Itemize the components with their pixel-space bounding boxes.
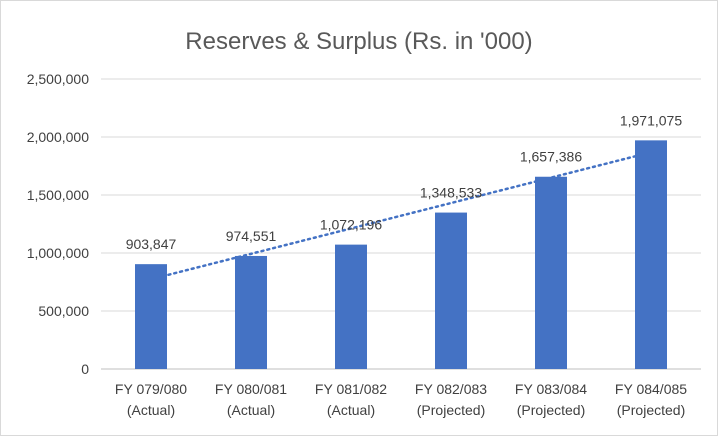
x-axis-ticks: FY 079/080 (Actual) FY 080/081 (Actual) FY 0… <box>115 381 687 418</box>
gridlines <box>101 78 701 370</box>
data-label: 974,551 <box>226 228 277 244</box>
x-tick-sublabel: (Projected) <box>617 402 685 418</box>
x-tick-sublabel: (Projected) <box>517 402 585 418</box>
y-tick-label: 1,000,000 <box>27 245 89 261</box>
data-label: 1,657,386 <box>520 149 582 165</box>
bar <box>635 140 667 369</box>
x-tick-label: FY 080/081 <box>215 381 287 397</box>
bar <box>135 264 167 369</box>
chart-title: Reserves & Surplus (Rs. in '000) <box>185 28 532 55</box>
x-tick-sublabel: (Actual) <box>327 402 375 418</box>
data-labels: 903,847 974,551 1,072,196 1,348,533 1,657,38… <box>126 112 683 252</box>
x-tick-label: FY 082/083 <box>415 381 487 397</box>
y-tick-label: 1,500,000 <box>27 187 89 203</box>
bars <box>135 140 667 369</box>
x-tick-sublabel: (Actual) <box>127 402 175 418</box>
y-tick-label: 500,000 <box>38 303 89 319</box>
bar <box>435 212 467 369</box>
x-tick-sublabel: (Actual) <box>227 402 275 418</box>
y-tick-label: 2,000,000 <box>27 129 89 145</box>
data-label: 1,072,196 <box>320 217 382 233</box>
trendline-line <box>149 151 653 281</box>
bar <box>335 244 367 369</box>
y-tick-label: 0 <box>81 361 89 377</box>
x-tick-label: FY 079/080 <box>115 381 187 397</box>
bar <box>235 255 267 369</box>
trendline <box>149 151 653 281</box>
data-label: 1,971,075 <box>620 112 682 128</box>
bar <box>535 176 567 369</box>
x-tick-label: FY 084/085 <box>615 381 687 397</box>
x-tick-sublabel: (Projected) <box>417 402 485 418</box>
data-label: 903,847 <box>126 236 177 252</box>
y-axis-ticks: 0 500,000 1,000,000 1,500,000 2,000,000 2,500… <box>27 71 90 377</box>
data-label: 1,348,533 <box>420 185 482 201</box>
x-tick-label: FY 083/084 <box>515 381 587 397</box>
y-tick-label: 2,500,000 <box>27 71 89 87</box>
x-tick-label: FY 081/082 <box>315 381 387 397</box>
